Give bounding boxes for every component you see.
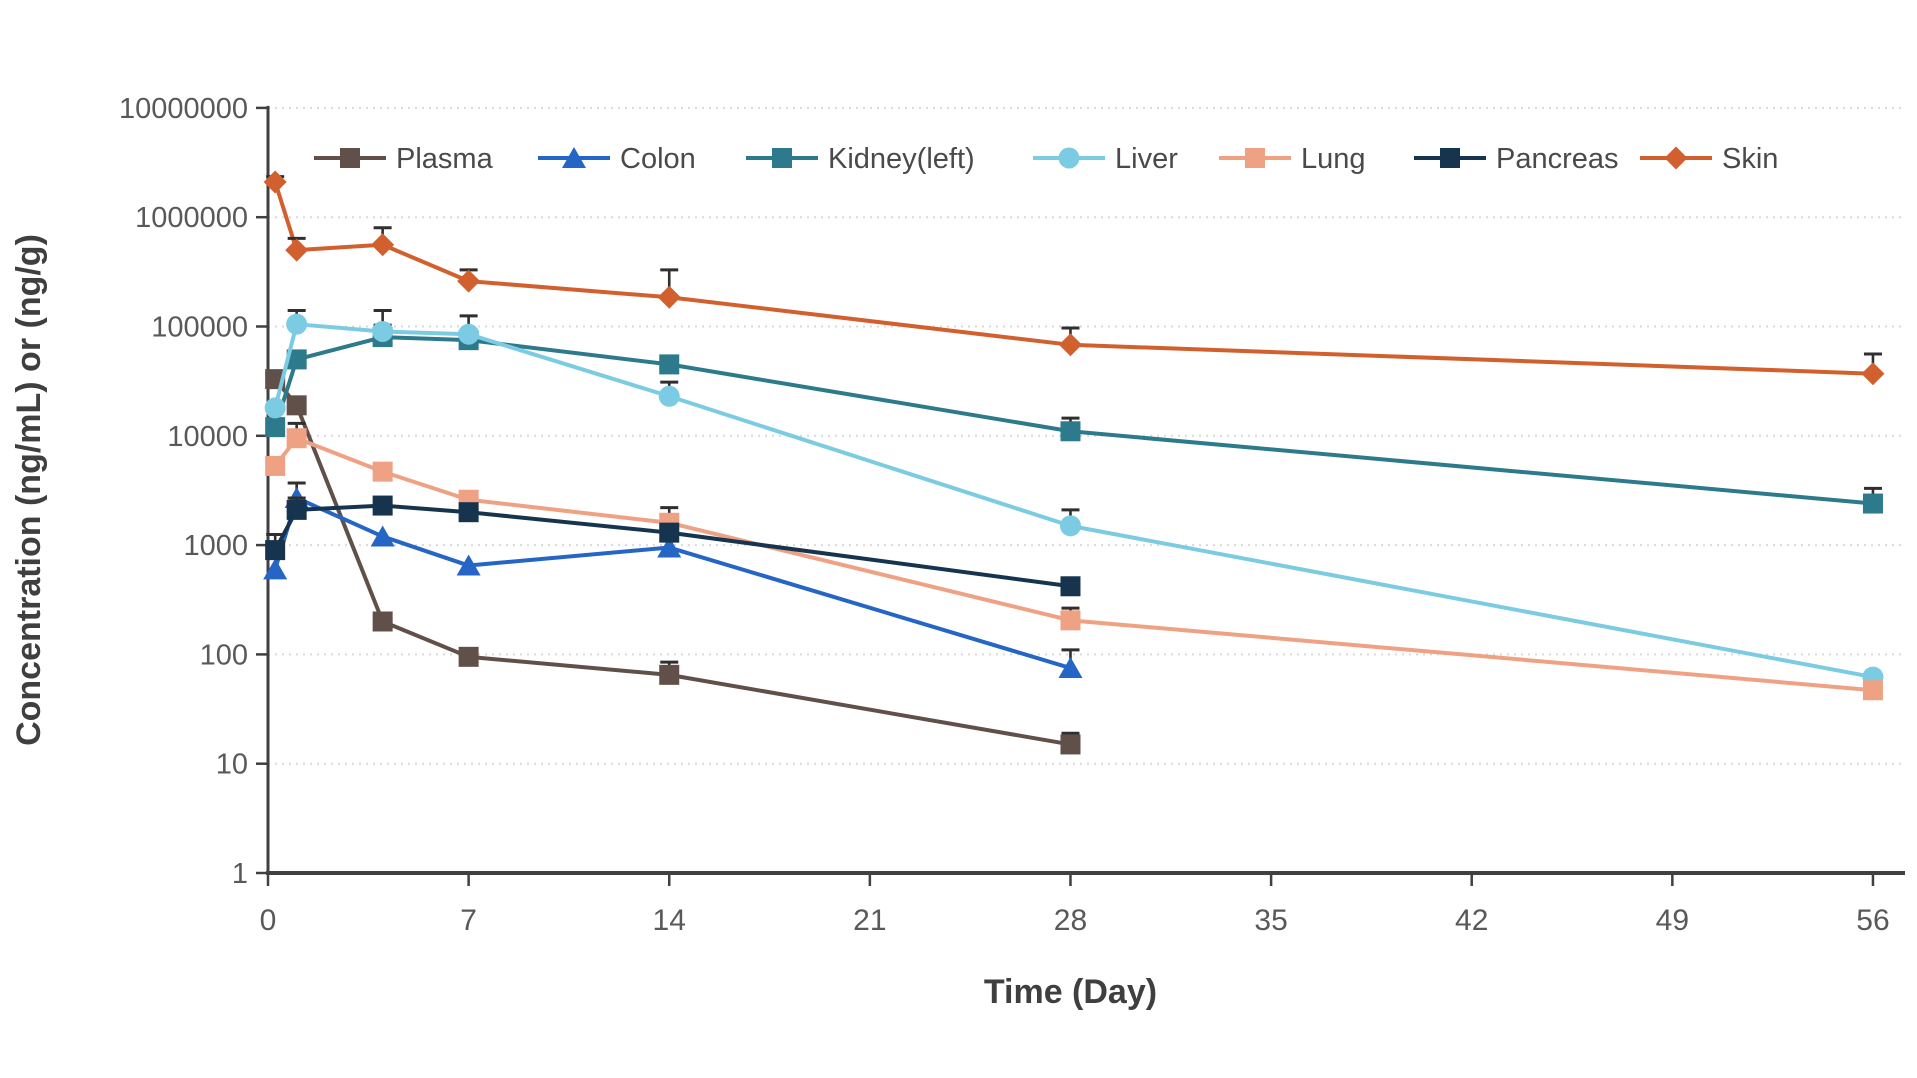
data-point-pancreas-day-14 bbox=[659, 522, 680, 543]
y-axis-title: Concentration (ng/mL) or (ng/g) bbox=[10, 234, 48, 746]
x-tick-label-42: 42 bbox=[1455, 904, 1488, 937]
y-tick-label-1: 1 bbox=[232, 858, 248, 890]
x-tick-label-14: 14 bbox=[653, 904, 686, 937]
y-tick-label-1000000: 1000000 bbox=[135, 202, 248, 234]
legend-marker-liver bbox=[1058, 147, 1080, 169]
data-point-kidney-left-day-1 bbox=[286, 349, 307, 370]
data-point-kidney-left-day-14 bbox=[659, 354, 680, 375]
series-line-lung bbox=[273, 436, 1874, 693]
data-point-skin-day-1 bbox=[285, 238, 309, 262]
data-point-lung-day-1 bbox=[286, 428, 307, 449]
legend-marker-pancreas bbox=[1440, 148, 1460, 168]
x-tick-label-35: 35 bbox=[1254, 904, 1287, 937]
data-point-colon-day-7 bbox=[456, 554, 481, 576]
legend-marker-colon bbox=[562, 147, 586, 168]
data-point-plasma-day-4 bbox=[372, 611, 393, 632]
legend-marker-lung bbox=[1245, 148, 1265, 168]
data-point-plasma-day-1 bbox=[286, 395, 307, 416]
y-tick-label-1000: 1000 bbox=[183, 530, 248, 562]
data-point-kidney-left-day-56 bbox=[1862, 493, 1883, 514]
x-tick-label-0: 0 bbox=[260, 904, 277, 937]
x-axis-title: Time (Day) bbox=[984, 973, 1157, 1011]
legend-item-skin: Skin bbox=[1640, 143, 1778, 175]
data-point-plasma-day-7 bbox=[458, 646, 479, 667]
legend-marker-plasma bbox=[340, 148, 360, 168]
data-point-skin-day-28 bbox=[1058, 333, 1082, 357]
y-tick-label-10000000: 10000000 bbox=[119, 93, 248, 125]
data-point-liver-day-28 bbox=[1059, 515, 1081, 537]
y-tick-label-10: 10 bbox=[216, 749, 248, 781]
data-point-skin-day-14 bbox=[657, 285, 681, 309]
data-point-plasma-day-28 bbox=[1060, 734, 1081, 755]
data-point-pancreas-day-28 bbox=[1060, 576, 1081, 597]
legend-label-lung: Lung bbox=[1301, 143, 1366, 175]
x-tick-label-7: 7 bbox=[460, 904, 477, 937]
legend-label-liver: Liver bbox=[1115, 143, 1178, 175]
data-point-lung-day-0_25 bbox=[265, 455, 286, 476]
data-point-lung-day-4 bbox=[372, 461, 393, 482]
data-point-colon-day-0_25 bbox=[263, 558, 288, 580]
y-tick-label-100000: 100000 bbox=[151, 312, 248, 344]
data-point-skin-day-4 bbox=[371, 233, 395, 257]
y-tick-label-100: 100 bbox=[200, 639, 248, 671]
legend-label-kidney-left: Kidney(left) bbox=[828, 143, 975, 175]
data-point-liver-day-1 bbox=[286, 313, 308, 335]
data-point-liver-day-0_25 bbox=[264, 397, 286, 419]
legend-item-lung: Lung bbox=[1219, 143, 1366, 175]
data-point-kidney-left-day-28 bbox=[1060, 421, 1081, 442]
series-line-kidney-left bbox=[273, 335, 1874, 506]
y-tick-label-10000: 10000 bbox=[167, 421, 248, 453]
data-point-kidney-left-day-0_25 bbox=[265, 417, 286, 438]
x-tick-label-56: 56 bbox=[1856, 904, 1889, 937]
data-point-lung-day-28 bbox=[1060, 610, 1081, 631]
x-tick-label-28: 28 bbox=[1054, 904, 1087, 937]
data-point-liver-day-14 bbox=[658, 385, 680, 407]
data-point-pancreas-day-7 bbox=[458, 502, 479, 523]
data-point-skin-day-7 bbox=[457, 269, 481, 293]
data-point-liver-day-4 bbox=[372, 321, 394, 343]
data-point-colon-day-4 bbox=[370, 525, 395, 547]
data-point-lung-day-56 bbox=[1862, 680, 1883, 701]
legend-item-pancreas: Pancreas bbox=[1414, 143, 1619, 175]
data-point-plasma-day-14 bbox=[659, 664, 680, 685]
legend-item-liver: Liver bbox=[1033, 143, 1178, 175]
x-tick-label-21: 21 bbox=[853, 904, 886, 937]
series-line-plasma bbox=[273, 377, 1071, 747]
data-point-colon-day-14 bbox=[657, 536, 682, 558]
data-point-pancreas-day-1 bbox=[286, 499, 307, 520]
legend-marker-kidney-left bbox=[772, 148, 792, 168]
data-point-skin-day-56 bbox=[1861, 362, 1885, 386]
legend-marker-skin bbox=[1664, 146, 1688, 170]
legend-item-colon: Colon bbox=[538, 143, 696, 175]
legend-label-plasma: Plasma bbox=[396, 143, 494, 175]
data-point-pancreas-day-0_25 bbox=[265, 540, 286, 561]
legend-label-skin: Skin bbox=[1722, 143, 1778, 175]
data-point-colon-day-28 bbox=[1058, 657, 1083, 679]
x-tick-label-49: 49 bbox=[1656, 904, 1689, 937]
data-point-skin-day-0_25 bbox=[263, 170, 287, 194]
data-point-liver-day-7 bbox=[458, 323, 480, 345]
data-point-pancreas-day-4 bbox=[372, 495, 393, 516]
legend-label-pancreas: Pancreas bbox=[1496, 143, 1619, 175]
legend-label-colon: Colon bbox=[620, 143, 696, 175]
